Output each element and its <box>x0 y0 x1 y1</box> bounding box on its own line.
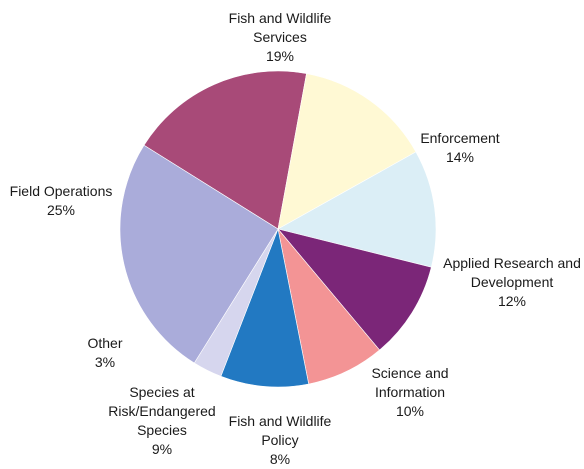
label-field-operations: Field Operations 25% <box>9 183 113 218</box>
label-other: Other 3% <box>87 335 123 370</box>
pie-slice-7 <box>119 144 279 364</box>
pie-slices <box>119 70 437 388</box>
label-enforcement: Enforcement 14% <box>420 130 500 165</box>
label-species-at-risk: Species at Risk/Endangered Species 9% <box>108 384 216 457</box>
pie-slice-3 <box>277 228 432 351</box>
pie-slice-1 <box>277 73 417 230</box>
label-fish-wildlife-policy: Fish and Wildlife Policy 8% <box>228 413 332 467</box>
pie-slice-2 <box>277 151 437 268</box>
label-applied-research: Applied Research and Development 12% <box>443 255 581 309</box>
pie-slice-0 <box>143 70 307 230</box>
label-science-information: Science and Information 10% <box>371 365 449 419</box>
label-fish-wildlife-services: Fish and Wildlife Services 19% <box>228 10 332 64</box>
pie-slice-5 <box>220 227 310 388</box>
